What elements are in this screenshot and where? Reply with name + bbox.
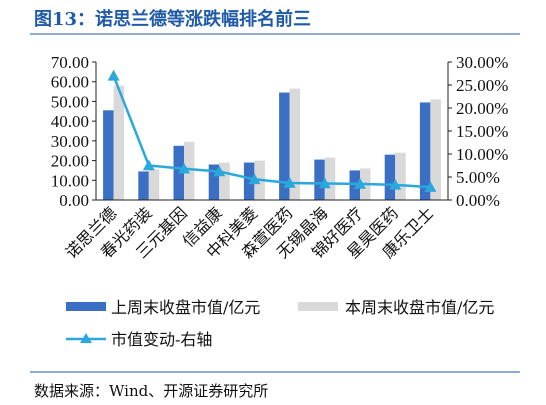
right-tick-label-1: 5.00% — [456, 168, 500, 187]
line-change — [112, 75, 431, 189]
bar-this-week-6 — [324, 157, 336, 200]
legend-swatch-this-week — [298, 302, 338, 311]
plot-area — [103, 69, 441, 200]
legend-label-last-week: 上周末收盘市值/亿元 — [111, 298, 260, 317]
bar-this-week-5 — [289, 88, 301, 200]
legend-label-this-week: 本周末收盘市值/亿元 — [345, 298, 494, 317]
bar-last-week-1 — [138, 171, 149, 200]
bar-last-week-6 — [314, 159, 325, 200]
right-tick-label-4: 20.00% — [456, 99, 508, 118]
right-tick-label-0: 0.00% — [456, 191, 500, 210]
source-note: 数据来源：Wind、开源证券研究所 — [34, 382, 268, 400]
bar-this-week-2 — [184, 141, 195, 200]
left-tick-label-3: 30.00 — [51, 132, 89, 151]
right-tick-label-2: 10.00% — [456, 145, 508, 164]
bar-last-week-8 — [384, 154, 396, 200]
bar-last-week-3 — [208, 164, 220, 200]
legend: 上周末收盘市值/亿元 本周末收盘市值/亿元 市值变动-右轴 — [66, 298, 494, 349]
right-axis: 0.00% 5.00% 10.00% 15.00% 20.00% 25.00% 30.00% — [447, 53, 508, 210]
bar-this-week-1 — [148, 169, 160, 200]
chart-title: 图13：诺思兰德等涨跌幅排名前三 — [34, 8, 311, 30]
bar-last-week-7 — [349, 170, 360, 200]
left-tick-label-4: 40.00 — [51, 112, 89, 131]
bar-last-week-9 — [419, 102, 431, 200]
marker-change-8 — [389, 178, 402, 190]
bar-last-week-5 — [279, 92, 290, 200]
left-tick-label-2: 20.00 — [51, 152, 89, 171]
legend-marker-change — [80, 333, 92, 343]
left-tick-label-5: 50.00 — [51, 92, 89, 111]
bar-last-week-4 — [243, 162, 255, 200]
marker-change-2 — [178, 162, 190, 174]
bar-this-week-3 — [219, 162, 230, 200]
left-tick-label-0: 0.00 — [59, 191, 89, 210]
bar-this-week-9 — [430, 99, 441, 200]
left-tick-label-7: 70.00 — [51, 53, 89, 72]
marker-change-1 — [142, 159, 155, 171]
right-tick-label-6: 30.00% — [456, 53, 508, 72]
right-tick-label-5: 25.00% — [456, 76, 508, 95]
bar-last-week-0 — [103, 110, 114, 200]
marker-change-3 — [213, 165, 226, 177]
legend-swatch-last-week — [66, 302, 106, 311]
legend-label-change: 市值变动-右轴 — [111, 330, 212, 349]
bar-this-week-0 — [113, 85, 125, 200]
marker-change-0 — [107, 69, 120, 81]
bar-this-week-8 — [395, 152, 406, 200]
marker-change-4 — [248, 173, 261, 185]
marker-change-7 — [354, 177, 366, 189]
left-tick-label-6: 60.00 — [51, 73, 89, 92]
right-tick-label-3: 15.00% — [456, 122, 508, 141]
marker-change-9 — [424, 181, 437, 192]
marker-change-6 — [318, 177, 331, 189]
marker-change-5 — [283, 176, 296, 188]
left-tick-label-1: 10.00 — [51, 171, 89, 190]
